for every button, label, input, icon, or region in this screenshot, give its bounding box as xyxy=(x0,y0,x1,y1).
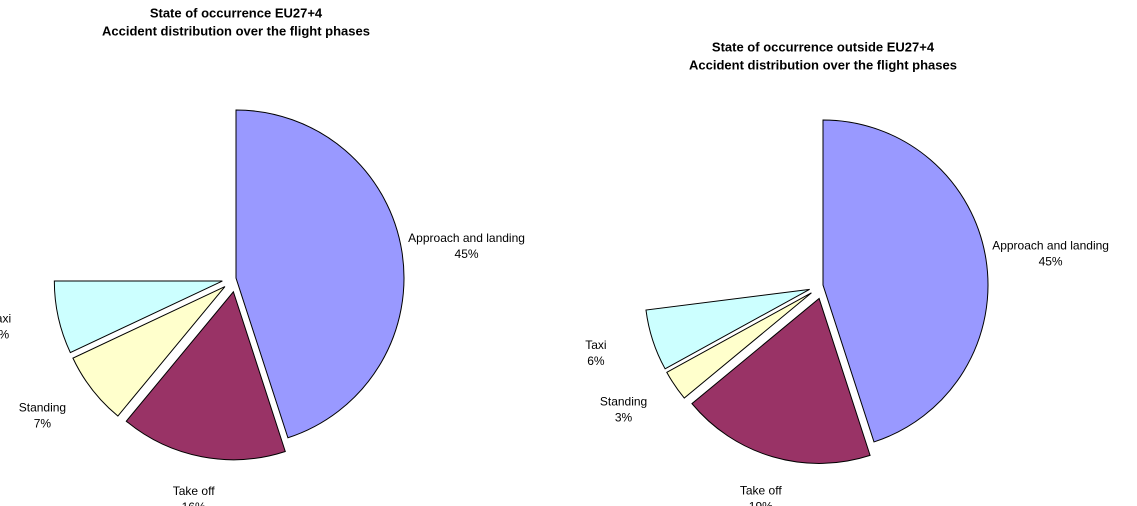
slice-value-label: 6% xyxy=(587,354,605,368)
slice-value-label: 19% xyxy=(749,499,773,506)
slice-value-label: 16% xyxy=(182,500,206,506)
pie-slice xyxy=(691,297,871,464)
slice-label: Approach and landing xyxy=(992,239,1109,253)
slice-label: Taxi xyxy=(0,311,11,325)
slice-label: Standing xyxy=(19,401,66,415)
pie-slice xyxy=(645,288,810,370)
slice-label: Take off xyxy=(740,483,782,497)
pie-slice xyxy=(53,280,223,354)
chart-title: State of occurrence outside EU27+4 xyxy=(712,39,935,54)
slice-value-label: 7% xyxy=(0,327,9,341)
slice-value-label: 45% xyxy=(455,247,479,261)
slice-label: Take off xyxy=(173,484,215,498)
slice-label: Approach and landing xyxy=(408,231,525,245)
pie-slice xyxy=(666,292,812,399)
pie-slice xyxy=(235,109,405,439)
slice-label: Taxi xyxy=(585,338,606,352)
pie-slice xyxy=(822,119,989,443)
chart-subtitle: Accident distribution over the flight ph… xyxy=(689,57,957,72)
slice-value-label: 7% xyxy=(34,417,52,431)
pie-slice xyxy=(72,286,226,417)
slice-value-label: 3% xyxy=(615,411,633,425)
pie-slice xyxy=(125,290,286,461)
slice-value-label: 45% xyxy=(1039,255,1063,269)
chart-title: State of occurrence EU27+4 xyxy=(150,5,323,20)
chart-subtitle: Accident distribution over the flight ph… xyxy=(102,23,370,38)
slice-label: Standing xyxy=(600,395,647,409)
